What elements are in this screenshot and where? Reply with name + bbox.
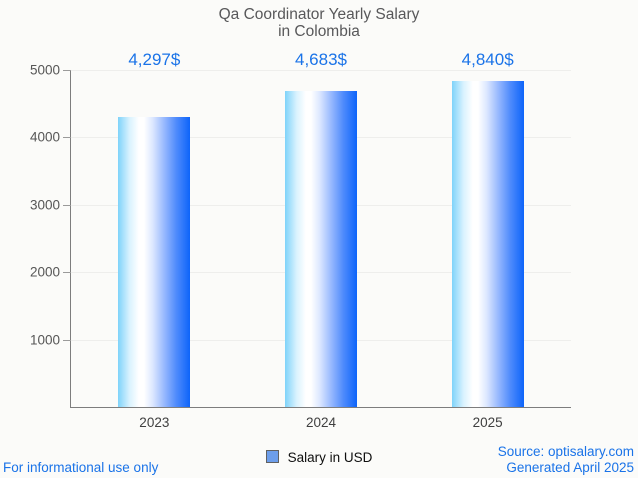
y-axis-label: 2000 <box>29 264 60 280</box>
y-axis-label: 5000 <box>29 62 60 78</box>
legend-marker-icon <box>265 450 279 463</box>
bar-value-label: 4,683$ <box>295 50 347 69</box>
x-axis-label: 2023 <box>139 415 170 430</box>
bar <box>285 91 357 407</box>
plot-area: 1000 2000 3000 4000 5000 4,297$ 2023 4,683$ 2024… <box>30 51 571 430</box>
y-axis-label: 3000 <box>29 197 60 213</box>
chart-title: Qa Coordinator Yearly Salary in Colombia <box>0 6 638 40</box>
legend-label: Salary in USD <box>287 450 373 465</box>
x-axis-label: 2025 <box>472 415 503 430</box>
y-axis-tick <box>63 70 71 71</box>
disclaimer-text: For informational use only <box>3 460 159 475</box>
y-axis-tick <box>63 272 71 274</box>
gridline <box>71 70 571 71</box>
source-info: Source: optisalary.com Generated April 2… <box>498 444 634 475</box>
chart-title-line1: Qa Coordinator Yearly Salary <box>218 6 420 23</box>
source-text: Source: optisalary.com <box>497 444 634 459</box>
chart-title-line2: in Colombia <box>278 23 360 40</box>
y-axis-tick <box>63 339 71 341</box>
y-axis-label: 1000 <box>29 332 60 348</box>
y-axis-tick <box>63 204 71 206</box>
bar <box>451 80 524 407</box>
bar-value-label: 4,840$ <box>461 50 514 69</box>
generated-text: Generated April 2025 <box>506 459 634 475</box>
x-axis-label: 2024 <box>305 415 337 430</box>
y-axis-label: 4000 <box>29 129 60 145</box>
chart-legend: Salary in USD <box>0 449 638 467</box>
bar-value-label: 4,297$ <box>128 50 181 69</box>
y-axis-tick <box>63 137 71 139</box>
bar <box>118 117 191 407</box>
